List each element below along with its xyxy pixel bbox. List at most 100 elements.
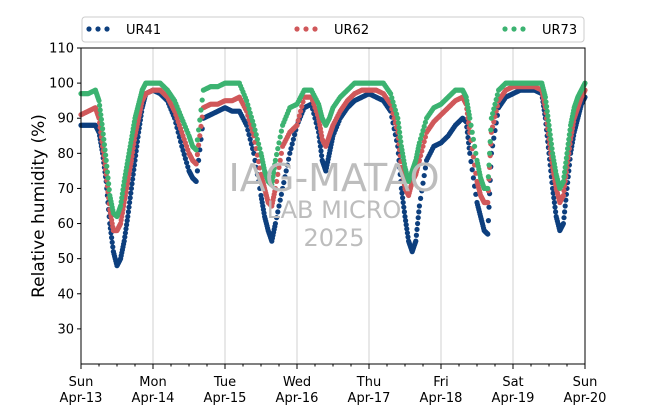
data-point-UR41-510: [550, 185, 556, 192]
data-point-UR62-529: [561, 188, 567, 194]
data-point-UR73-455: [494, 92, 500, 98]
data-point-UR73-374: [419, 132, 425, 138]
y-tick-label-80: 80: [57, 147, 74, 162]
data-point-UR41-144: [193, 178, 199, 185]
legend-marker-UR73-0: [502, 26, 508, 32]
data-point-UR41-371: [416, 209, 422, 215]
data-point-UR73-538: [566, 132, 573, 138]
data-point-UR62-144: [193, 161, 199, 167]
legend-marker-UR41-1: [95, 26, 101, 32]
data-point-UR73-147: [197, 117, 203, 123]
x-tick-day-3: Wed: [283, 375, 311, 390]
legend-label-UR62: UR62: [334, 23, 369, 38]
data-point-UR62-227: [278, 150, 284, 156]
data-point-UR41-72: [128, 185, 134, 192]
legend-marker-UR62-2: [312, 26, 318, 32]
data-point-UR62-226: [277, 157, 283, 163]
data-point-UR41-349: [403, 218, 409, 224]
data-point-UR41-421: [468, 158, 474, 165]
data-point-UR73-531: [562, 164, 568, 170]
data-point-UR41-344: [400, 195, 406, 201]
data-point-UR41-262: [318, 148, 324, 154]
data-point-UR41-40: [109, 239, 115, 245]
data-point-UR41-237: [290, 136, 296, 142]
data-point-UR73-536: [565, 141, 571, 147]
series-UR62: [78, 84, 588, 234]
data-point-UR73-220: [271, 165, 277, 172]
legend-label-UR73: UR73: [542, 23, 577, 38]
data-point-UR41-66: [125, 213, 131, 220]
data-point-UR73-499: [543, 99, 549, 105]
data-point-UR41-223: [274, 215, 280, 221]
data-point-UR41-529: [561, 215, 567, 221]
data-point-UR41-64: [124, 222, 130, 228]
data-point-UR41-73: [129, 181, 135, 187]
data-point-UR73-25: [100, 131, 106, 137]
data-point-UR62-145: [194, 151, 200, 158]
data-point-UR73-144: [193, 147, 199, 153]
data-point-UR41-62: [122, 230, 128, 236]
data-point-UR73-498: [542, 94, 549, 100]
y-tick-label-100: 100: [49, 77, 74, 92]
data-point-UR41-373: [418, 195, 424, 201]
data-point-UR73-453: [492, 101, 498, 107]
series-UR73: [78, 80, 588, 220]
data-point-UR62-72: [128, 157, 134, 163]
y-tick-label-30: 30: [57, 322, 74, 337]
data-point-UR73-195: [254, 136, 260, 142]
data-point-UR73-528: [560, 178, 567, 185]
x-tick-day-6: Sat: [502, 375, 523, 390]
data-point-UR41-512: [551, 195, 557, 201]
data-point-UR73-504: [546, 122, 552, 128]
data-point-UR73-330: [388, 91, 394, 97]
data-point-UR73-507: [548, 136, 554, 142]
data-point-UR41-263: [319, 153, 325, 159]
legend-box: [81, 16, 585, 43]
data-point-UR41-71: [128, 190, 134, 196]
data-point-UR41-370: [415, 215, 421, 221]
data-point-UR73-55: [118, 199, 124, 205]
y-tick-label-60: 60: [57, 217, 74, 232]
data-point-UR73-452: [491, 106, 497, 112]
data-point-UR73-505: [547, 127, 553, 133]
data-point-UR73-20: [97, 107, 103, 113]
data-point-UR73-376: [421, 123, 427, 130]
data-point-UR73-197: [257, 146, 263, 152]
data-point-UR41-345: [400, 199, 406, 206]
y-axis-title: Relative humidity (%): [29, 114, 49, 298]
x-tick-date-4: Apr-17: [348, 391, 391, 406]
data-point-UR62-242: [296, 113, 302, 119]
y-tick-label-70: 70: [57, 182, 74, 197]
data-point-UR73-451: [490, 110, 496, 117]
y-tick-label-40: 40: [57, 287, 74, 302]
data-point-UR73-529: [561, 174, 567, 180]
data-point-UR73-149: [199, 97, 205, 103]
data-point-UR73-447: [487, 150, 493, 156]
y-tick-label-90: 90: [57, 112, 74, 127]
data-point-UR73-19: [97, 102, 103, 108]
data-point-UR62-528: [560, 192, 567, 199]
data-point-UR62-244: [299, 103, 305, 110]
x-tick-day-0: Sun: [69, 375, 94, 390]
x-tick-day-4: Thu: [356, 375, 381, 390]
data-point-UR62-223: [274, 178, 280, 185]
data-point-UR41-366: [413, 238, 419, 244]
legend-marker-UR73-2: [520, 26, 526, 32]
data-point-UR41-261: [317, 143, 323, 149]
data-point-UR73-22: [98, 116, 104, 122]
data-point-UR73-421: [468, 122, 474, 128]
data-point-UR73-222: [272, 157, 278, 163]
data-point-UR41-65: [124, 218, 130, 224]
x-tick-day-7: Sun: [573, 375, 598, 390]
data-point-UR41-368: [414, 226, 420, 233]
data-point-UR73-31: [104, 163, 110, 169]
data-point-UR73-187: [245, 102, 251, 108]
data-point-UR73-420: [467, 115, 473, 121]
data-point-UR73-336: [395, 115, 401, 121]
x-tick-day-5: Fri: [433, 375, 449, 390]
data-point-UR41-425: [473, 191, 479, 197]
data-point-UR41-446: [486, 204, 492, 210]
data-point-UR41-227: [278, 191, 284, 197]
data-point-UR41-372: [416, 203, 422, 209]
data-point-UR73-333: [391, 103, 397, 109]
